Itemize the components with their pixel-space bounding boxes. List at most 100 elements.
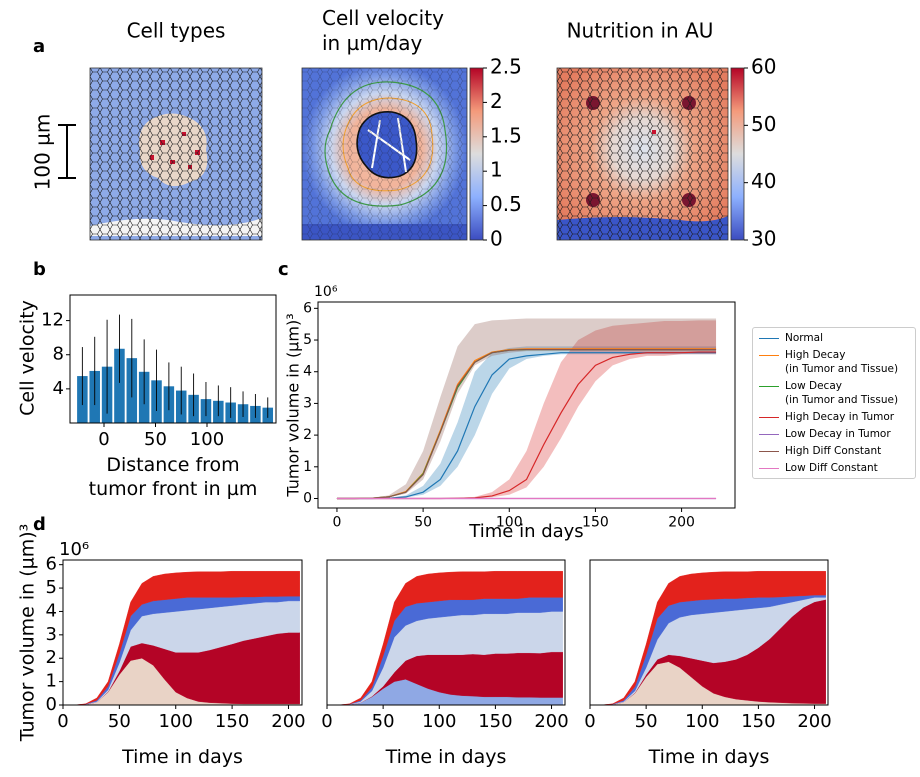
y-axis-label: Tumor volume in (µm)³	[17, 524, 39, 743]
plot-area	[336, 318, 717, 500]
scale-bar	[58, 124, 76, 179]
x-tick-label: 0	[584, 711, 595, 732]
axes-frame	[326, 559, 566, 706]
area-layer	[327, 571, 563, 705]
legend-swatch	[759, 468, 779, 469]
image-frame	[301, 67, 468, 241]
series-line	[336, 348, 717, 500]
x-tick-label: 100	[190, 429, 224, 450]
bar	[114, 348, 125, 423]
legend-entry: High Decay in Tumor	[757, 410, 911, 424]
x-tick-label: 50	[414, 514, 432, 530]
legend-label: Low Decay (in Tumor and Tissue)	[785, 380, 899, 406]
colorbar-tick-label: 2.5	[490, 55, 522, 79]
colorbar-tick-label: 40	[751, 169, 776, 193]
y-tick-label: 12	[41, 310, 64, 331]
y-tick-label: 3	[46, 624, 57, 645]
x-axis-label: Distance from tumor front in µm	[88, 454, 258, 500]
axes-frame	[62, 559, 303, 706]
panel-label: b	[33, 259, 46, 280]
colorbar-tick-label: 1	[490, 158, 503, 182]
x-axis-label: Time in days	[122, 746, 243, 768]
plot-area	[590, 571, 826, 705]
colorbar	[730, 67, 745, 241]
y-tick-label: 2	[46, 647, 57, 668]
y-tick-label: 8	[53, 344, 64, 365]
panel-label: a	[33, 36, 45, 57]
plot-area	[77, 314, 274, 423]
colorbar-tick-label: 1.5	[490, 123, 522, 147]
legend-label: Low Diff Constant	[785, 462, 878, 474]
y-tick-label: 5	[46, 577, 57, 598]
legend-entry: Low Diff Constant	[757, 461, 911, 475]
y-tick-label: 4	[53, 378, 64, 399]
x-tick-label: 200	[271, 711, 305, 732]
legend-swatch	[759, 417, 779, 418]
nutrition-image	[557, 68, 728, 240]
x-tick-label: 0	[57, 711, 68, 732]
colorbar-tick-label: 50	[751, 112, 776, 136]
panel-label: c	[278, 259, 289, 280]
legend-label: High Decay in Tumor	[785, 411, 895, 423]
image-frame	[89, 67, 263, 241]
y-tick-label: 2	[303, 427, 312, 443]
legend-swatch	[759, 434, 779, 435]
legend-entry: Low Decay in Tumor	[757, 427, 911, 441]
y-tick-label: 4	[303, 364, 312, 380]
legend-entry: Normal	[757, 331, 911, 345]
legend-entry: Low Decay (in Tumor and Tissue)	[757, 379, 911, 407]
y-tick-label: 6	[46, 554, 57, 575]
confidence-band	[336, 320, 717, 499]
x-tick-label: 200	[534, 711, 568, 732]
x-axis-label: Time in days	[648, 746, 770, 768]
y-axis-label: Cell velocity	[17, 300, 39, 416]
plot-area	[327, 571, 563, 705]
x-tick-label: 200	[797, 711, 831, 732]
x-axis-label: Time in days	[469, 521, 584, 542]
x-tick-label: 150	[478, 711, 512, 732]
x-tick-label: 150	[215, 711, 249, 732]
colorbar	[469, 67, 484, 241]
colorbar-tick-label: 2	[490, 89, 503, 113]
x-tick-label: 100	[422, 711, 456, 732]
x-tick-label: 100	[685, 711, 719, 732]
colorbar-tick-label: 0.5	[490, 192, 522, 216]
legend-swatch	[759, 451, 779, 452]
x-tick-label: 50	[108, 711, 131, 732]
colorbar-tick-label: 60	[751, 55, 776, 79]
image-frame	[556, 67, 729, 241]
panel-label: d	[33, 514, 46, 535]
axis-offset: 10⁶	[59, 539, 89, 560]
legend-swatch	[759, 386, 779, 387]
legend-swatch	[759, 338, 779, 339]
axis-offset: 10⁶	[314, 284, 338, 300]
x-tick-label: 0	[321, 711, 332, 732]
y-tick-label: 1	[46, 671, 57, 692]
legend-entry: High Diff Constant	[757, 444, 911, 458]
y-tick-label: 1	[303, 459, 312, 475]
y-tick-label: 6	[303, 300, 312, 316]
x-tick-label: 100	[159, 711, 193, 732]
y-tick-label: 4	[46, 600, 57, 621]
colorbar-tick-label: 0	[490, 227, 503, 251]
image-title: Cell velocity in µm/day	[322, 6, 444, 55]
y-tick-label: 3	[303, 395, 312, 411]
colorbar-tick-label: 30	[751, 227, 776, 251]
area-layer	[590, 571, 826, 705]
legend: Normal High Decay (in Tumor and Tissue) Lo…	[752, 327, 916, 479]
x-tick-label: 100	[496, 514, 523, 530]
axes-frame	[589, 559, 829, 706]
legend-swatch	[759, 355, 779, 356]
y-tick-label: 0	[303, 490, 312, 506]
x-tick-label: 50	[635, 711, 658, 732]
image-title: Nutrition in AU	[567, 19, 714, 43]
image-title: Cell types	[127, 19, 226, 43]
scale-bar-label: 100 µm	[31, 114, 55, 191]
velocity-image	[302, 68, 467, 240]
y-tick-label: 5	[303, 332, 312, 348]
legend-label: Low Decay in Tumor	[785, 428, 891, 440]
plot-area	[63, 571, 300, 705]
y-tick-label: 0	[46, 694, 57, 715]
